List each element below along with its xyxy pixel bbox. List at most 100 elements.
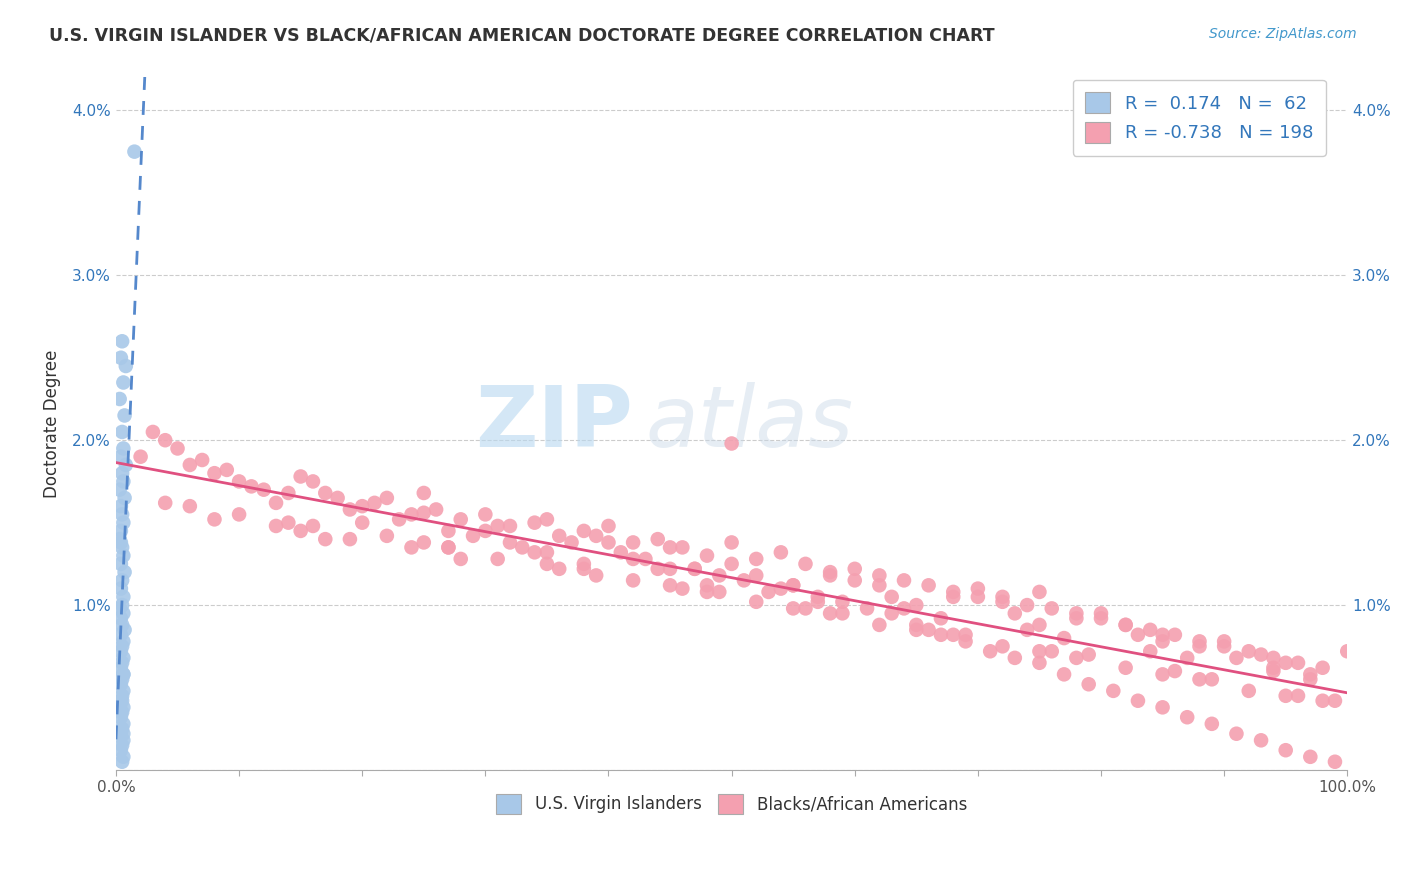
Point	[523, 545, 546, 559]
Point	[1274, 656, 1296, 670]
Point	[1274, 743, 1296, 757]
Point	[1115, 661, 1137, 675]
Point	[745, 595, 768, 609]
Point	[450, 552, 472, 566]
Point	[1152, 628, 1174, 642]
Point	[112, 590, 135, 604]
Point	[363, 496, 385, 510]
Point	[1066, 611, 1088, 625]
Point	[1286, 689, 1309, 703]
Point	[111, 618, 134, 632]
Point	[1028, 618, 1050, 632]
Point	[1017, 598, 1039, 612]
Point	[112, 749, 135, 764]
Point	[548, 529, 571, 543]
Point	[129, 450, 152, 464]
Point	[536, 557, 558, 571]
Point	[166, 442, 188, 456]
Point	[745, 568, 768, 582]
Point	[437, 524, 460, 538]
Point	[536, 545, 558, 559]
Point	[108, 601, 131, 615]
Point	[709, 585, 731, 599]
Point	[142, 425, 165, 439]
Point	[1164, 664, 1187, 678]
Point	[1250, 733, 1272, 747]
Point	[844, 562, 866, 576]
Point	[991, 590, 1014, 604]
Point	[474, 508, 496, 522]
Point	[179, 458, 201, 472]
Point	[1066, 607, 1088, 621]
Point	[228, 475, 250, 489]
Point	[1152, 634, 1174, 648]
Point	[412, 506, 434, 520]
Point	[720, 557, 742, 571]
Point	[388, 512, 411, 526]
Point	[204, 466, 226, 480]
Point	[352, 516, 374, 530]
Point	[794, 601, 817, 615]
Point	[499, 519, 522, 533]
Point	[1028, 585, 1050, 599]
Point	[290, 469, 312, 483]
Point	[868, 568, 890, 582]
Point	[929, 628, 952, 642]
Point	[111, 334, 134, 349]
Point	[112, 634, 135, 648]
Point	[110, 706, 132, 720]
Point	[1077, 677, 1099, 691]
Point	[277, 486, 299, 500]
Point	[880, 607, 903, 621]
Point	[111, 541, 134, 555]
Point	[108, 532, 131, 546]
Point	[893, 574, 915, 588]
Point	[967, 590, 990, 604]
Point	[671, 541, 693, 555]
Point	[437, 541, 460, 555]
Point	[114, 565, 136, 579]
Point	[1077, 648, 1099, 662]
Point	[112, 516, 135, 530]
Point	[111, 598, 134, 612]
Point	[671, 582, 693, 596]
Point	[1299, 673, 1322, 687]
Point	[264, 496, 287, 510]
Point	[1028, 656, 1050, 670]
Point	[110, 557, 132, 571]
Point	[1286, 656, 1309, 670]
Point	[572, 562, 595, 576]
Point	[375, 491, 398, 505]
Point	[561, 535, 583, 549]
Point	[917, 578, 939, 592]
Legend: U.S. Virgin Islanders, Blacks/African Americans: U.S. Virgin Islanders, Blacks/African Am…	[486, 784, 977, 824]
Point	[112, 607, 135, 621]
Point	[818, 568, 841, 582]
Point	[967, 582, 990, 596]
Point	[634, 552, 657, 566]
Point	[1299, 667, 1322, 681]
Point	[1201, 673, 1223, 687]
Point	[401, 541, 423, 555]
Point	[659, 562, 682, 576]
Point	[696, 549, 718, 563]
Y-axis label: Doctorate Degree: Doctorate Degree	[44, 350, 60, 498]
Point	[942, 585, 965, 599]
Point	[1066, 651, 1088, 665]
Point	[114, 409, 136, 423]
Point	[215, 463, 238, 477]
Point	[1263, 661, 1285, 675]
Point	[868, 618, 890, 632]
Point	[425, 502, 447, 516]
Point	[339, 502, 361, 516]
Point	[111, 694, 134, 708]
Point	[868, 578, 890, 592]
Point	[1175, 651, 1198, 665]
Point	[114, 458, 136, 472]
Point	[155, 496, 177, 510]
Point	[659, 578, 682, 592]
Point	[1299, 749, 1322, 764]
Point	[179, 499, 201, 513]
Point	[758, 585, 780, 599]
Point	[110, 499, 132, 513]
